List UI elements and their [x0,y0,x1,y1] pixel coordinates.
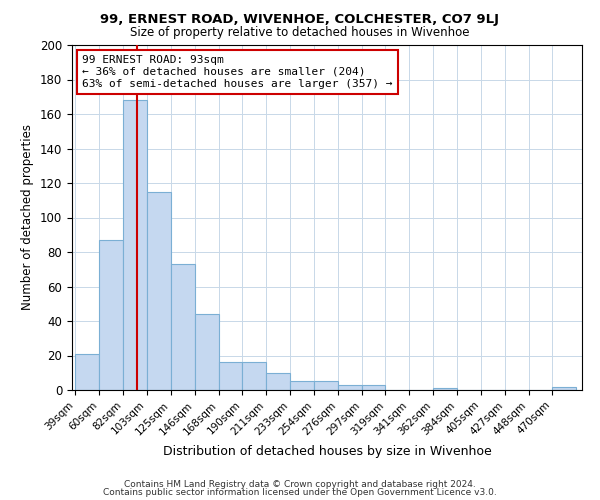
Bar [338,385,362,390]
Bar [171,264,194,390]
Text: 99 ERNEST ROAD: 93sqm
← 36% of detached houses are smaller (204)
63% of semi-det: 99 ERNEST ROAD: 93sqm ← 36% of detached … [82,56,392,88]
Y-axis label: Number of detached properties: Number of detached properties [22,124,34,310]
Bar [266,373,290,390]
X-axis label: Distribution of detached houses by size in Wivenhoe: Distribution of detached houses by size … [163,445,491,458]
Text: Contains HM Land Registry data © Crown copyright and database right 2024.: Contains HM Land Registry data © Crown c… [124,480,476,489]
Bar [290,382,314,390]
Bar [76,354,99,390]
Text: Contains public sector information licensed under the Open Government Licence v3: Contains public sector information licen… [103,488,497,497]
Bar [433,388,457,390]
Bar [553,386,577,390]
Bar [194,314,218,390]
Bar [147,192,171,390]
Bar [242,362,266,390]
Bar [218,362,242,390]
Text: Size of property relative to detached houses in Wivenhoe: Size of property relative to detached ho… [130,26,470,39]
Bar [362,385,385,390]
Bar [314,382,338,390]
Text: 99, ERNEST ROAD, WIVENHOE, COLCHESTER, CO7 9LJ: 99, ERNEST ROAD, WIVENHOE, COLCHESTER, C… [101,12,499,26]
Bar [99,240,123,390]
Bar [123,100,147,390]
